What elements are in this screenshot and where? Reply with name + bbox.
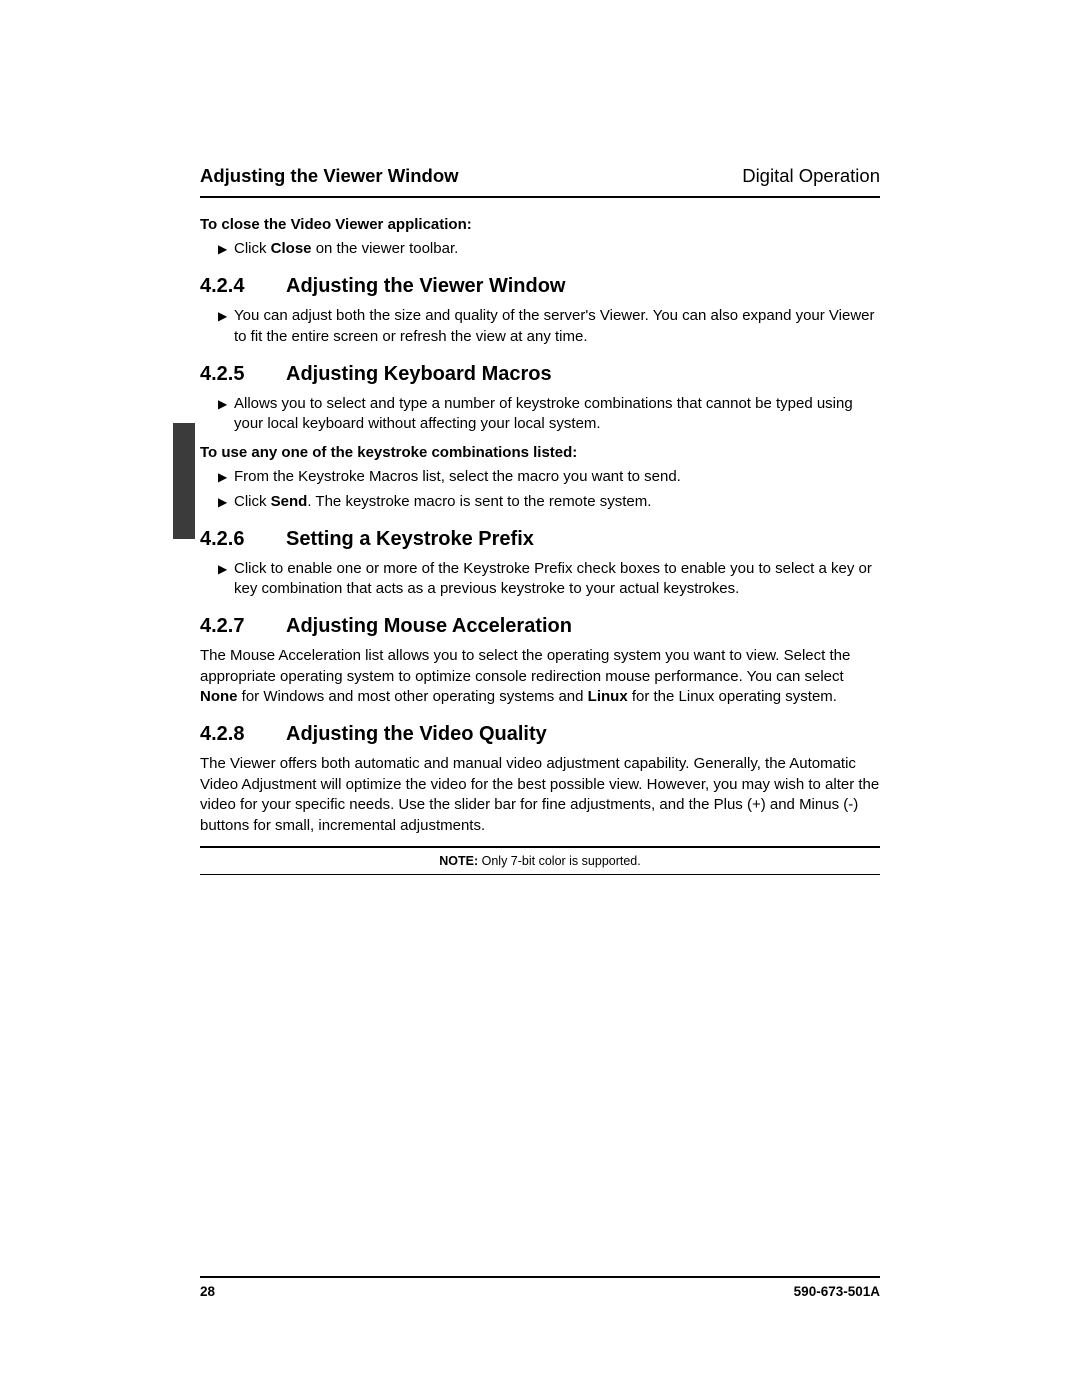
doc-number: 590-673-501A bbox=[794, 1284, 880, 1299]
page: Adjusting the Viewer Window Digital Oper… bbox=[0, 0, 1080, 1397]
heading-4-2-5: 4.2.5 Adjusting Keyboard Macros bbox=[200, 363, 880, 386]
page-number: 28 bbox=[200, 1284, 215, 1299]
heading-4-2-8: 4.2.8 Adjusting the Video Quality bbox=[200, 723, 880, 746]
heading-title: Setting a Keystroke Prefix bbox=[286, 528, 534, 551]
s424-text: You can adjust both the size and quality… bbox=[234, 306, 880, 347]
note-label: NOTE: bbox=[439, 854, 478, 868]
s425-subhead: To use any one of the keystroke combinat… bbox=[200, 444, 880, 461]
heading-number: 4.2.6 bbox=[200, 528, 286, 551]
s427-para: The Mouse Acceleration list allows you t… bbox=[200, 646, 880, 707]
chapter-tab bbox=[173, 423, 195, 539]
heading-4-2-6: 4.2.6 Setting a Keystroke Prefix bbox=[200, 528, 880, 551]
s425-bullet: ▶ Allows you to select and type a number… bbox=[218, 394, 880, 435]
bullet-arrow-icon: ▶ bbox=[218, 394, 234, 412]
s425-step1: ▶ From the Keystroke Macros list, select… bbox=[218, 467, 880, 487]
page-footer: 28 590-673-501A bbox=[200, 1276, 880, 1299]
note-box: NOTE: Only 7-bit color is supported. bbox=[200, 846, 880, 875]
heading-4-2-4: 4.2.4 Adjusting the Viewer Window bbox=[200, 275, 880, 298]
s425-step2-text: Click Send. The keystroke macro is sent … bbox=[234, 492, 880, 512]
bullet-arrow-icon: ▶ bbox=[218, 306, 234, 324]
heading-number: 4.2.4 bbox=[200, 275, 286, 298]
heading-number: 4.2.8 bbox=[200, 723, 286, 746]
close-viewer-subhead: To close the Video Viewer application: bbox=[200, 216, 880, 233]
bullet-arrow-icon: ▶ bbox=[218, 492, 234, 510]
note-text: Only 7-bit color is supported. bbox=[478, 854, 641, 868]
page-header: Adjusting the Viewer Window Digital Oper… bbox=[200, 165, 880, 198]
s424-bullet: ▶ You can adjust both the size and quali… bbox=[218, 306, 880, 347]
heading-number: 4.2.7 bbox=[200, 615, 286, 638]
s428-para: The Viewer offers both automatic and man… bbox=[200, 754, 880, 836]
s425-step2: ▶ Click Send. The keystroke macro is sen… bbox=[218, 492, 880, 512]
heading-title: Adjusting the Video Quality bbox=[286, 723, 547, 746]
heading-4-2-7: 4.2.7 Adjusting Mouse Acceleration bbox=[200, 615, 880, 638]
s425-text: Allows you to select and type a number o… bbox=[234, 394, 880, 435]
s426-bullet: ▶ Click to enable one or more of the Key… bbox=[218, 559, 880, 600]
s425-step1-text: From the Keystroke Macros list, select t… bbox=[234, 467, 880, 487]
bullet-arrow-icon: ▶ bbox=[218, 559, 234, 577]
heading-title: Adjusting Mouse Acceleration bbox=[286, 615, 572, 638]
close-viewer-bullet: ▶ Click Close on the viewer toolbar. bbox=[218, 239, 880, 259]
heading-number: 4.2.5 bbox=[200, 363, 286, 386]
bullet-arrow-icon: ▶ bbox=[218, 239, 234, 257]
header-section-title: Adjusting the Viewer Window bbox=[200, 165, 459, 187]
s426-text: Click to enable one or more of the Keyst… bbox=[234, 559, 880, 600]
close-viewer-text: Click Close on the viewer toolbar. bbox=[234, 239, 880, 259]
header-chapter-title: Digital Operation bbox=[742, 165, 880, 187]
heading-title: Adjusting Keyboard Macros bbox=[286, 363, 552, 386]
bullet-arrow-icon: ▶ bbox=[218, 467, 234, 485]
heading-title: Adjusting the Viewer Window bbox=[286, 275, 565, 298]
